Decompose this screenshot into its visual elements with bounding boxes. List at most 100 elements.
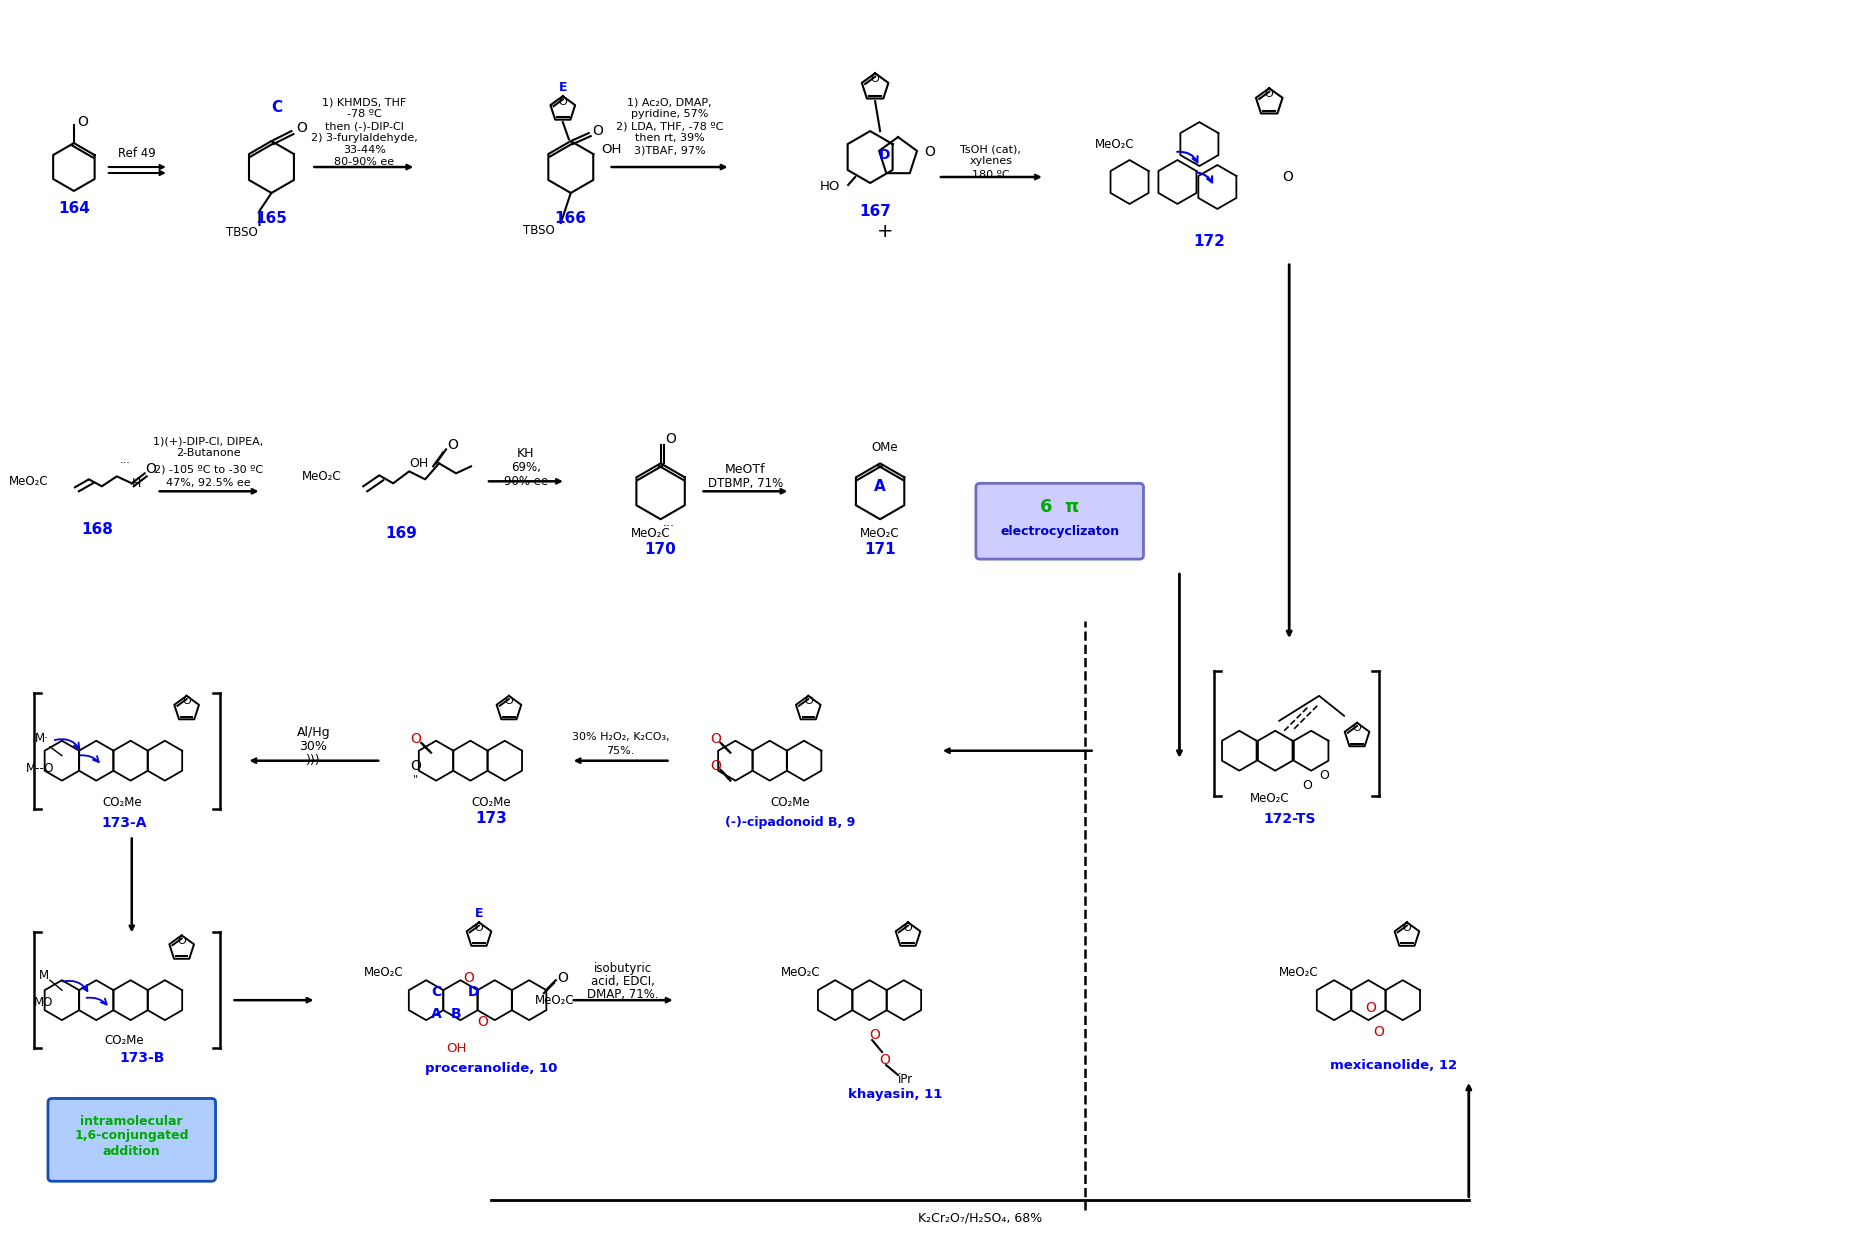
Text: OMe: OMe xyxy=(872,440,898,454)
Text: O: O xyxy=(903,923,913,933)
Text: 75%.: 75%. xyxy=(607,746,635,756)
Text: -78 ºC: -78 ºC xyxy=(346,109,381,119)
FancyBboxPatch shape xyxy=(48,1098,215,1181)
Text: 1) Ac₂O, DMAP,: 1) Ac₂O, DMAP, xyxy=(627,98,713,108)
Text: HO: HO xyxy=(820,180,840,194)
Text: 169: 169 xyxy=(385,525,416,540)
Text: 2-Butanone: 2-Butanone xyxy=(176,448,241,458)
Text: A: A xyxy=(874,479,887,494)
Text: '': '' xyxy=(413,773,420,783)
Text: O: O xyxy=(411,758,422,773)
Text: E: E xyxy=(559,81,566,94)
Text: 170: 170 xyxy=(644,542,676,557)
Text: 2) -105 ºC to -30 ºC: 2) -105 ºC to -30 ºC xyxy=(154,464,263,474)
Text: K₂Cr₂O₇/H₂SO₄, 68%: K₂Cr₂O₇/H₂SO₄, 68% xyxy=(918,1211,1042,1225)
Text: M--O: M--O xyxy=(26,762,54,776)
Text: O: O xyxy=(1303,779,1312,792)
Text: O: O xyxy=(711,732,720,746)
Text: (-)-cipadonoid B, 9: (-)-cipadonoid B, 9 xyxy=(726,816,855,829)
Text: D: D xyxy=(879,148,890,163)
Text: O: O xyxy=(474,923,483,933)
Text: C: C xyxy=(270,100,281,115)
Text: 30% H₂O₂, K₂CO₃,: 30% H₂O₂, K₂CO₃, xyxy=(572,732,670,742)
Text: pyridine, 57%: pyridine, 57% xyxy=(631,109,709,119)
FancyBboxPatch shape xyxy=(975,483,1144,559)
Text: O: O xyxy=(665,433,676,447)
Text: 172: 172 xyxy=(1194,234,1225,249)
Text: O: O xyxy=(463,971,474,986)
Text: O: O xyxy=(144,463,155,477)
Text: isobutyric: isobutyric xyxy=(594,962,652,975)
Text: MeOTf: MeOTf xyxy=(726,463,766,475)
Text: Al/Hg: Al/Hg xyxy=(296,727,329,739)
Text: MeO₂C: MeO₂C xyxy=(861,527,900,539)
Text: O: O xyxy=(711,758,720,773)
Text: addition: addition xyxy=(104,1146,161,1158)
Text: D: D xyxy=(466,986,479,1000)
Text: OH: OH xyxy=(602,143,622,155)
Text: 90% ee: 90% ee xyxy=(503,475,548,488)
Text: acid, EDCI,: acid, EDCI, xyxy=(590,975,655,988)
Text: ))): ))) xyxy=(305,754,320,767)
Text: 167: 167 xyxy=(859,204,890,219)
Text: 30%: 30% xyxy=(300,741,328,753)
Text: MO: MO xyxy=(35,996,54,1008)
Text: ···: ··· xyxy=(663,519,674,533)
Text: O: O xyxy=(870,1028,881,1042)
Text: O: O xyxy=(478,1015,489,1030)
Text: O: O xyxy=(924,145,935,159)
Text: Ref 49: Ref 49 xyxy=(118,146,155,160)
Text: O: O xyxy=(505,697,513,707)
Text: O: O xyxy=(879,1053,890,1067)
Text: C: C xyxy=(431,986,441,1000)
Text: O: O xyxy=(559,96,566,106)
Text: MeO₂C: MeO₂C xyxy=(1279,966,1320,978)
Text: MeO₂C: MeO₂C xyxy=(781,966,820,978)
Text: khayasin, 11: khayasin, 11 xyxy=(848,1088,942,1101)
Text: CO₂Me: CO₂Me xyxy=(104,1033,144,1047)
Text: 6  π: 6 π xyxy=(1040,498,1079,517)
Text: O: O xyxy=(803,697,813,707)
Text: MeO₂C: MeO₂C xyxy=(535,993,574,1007)
Text: 168: 168 xyxy=(81,522,113,537)
Text: electrocyclizaton: electrocyclizaton xyxy=(1000,524,1120,538)
Text: 1,6-conjungated: 1,6-conjungated xyxy=(74,1130,189,1142)
Text: 164: 164 xyxy=(57,201,91,216)
Text: O: O xyxy=(557,971,568,986)
Text: CO₂Me: CO₂Me xyxy=(770,796,811,809)
Text: E: E xyxy=(474,907,483,919)
Text: MeO₂C: MeO₂C xyxy=(363,966,404,978)
Text: CO₂Me: CO₂Me xyxy=(472,796,511,809)
Text: O: O xyxy=(296,121,307,135)
Text: A: A xyxy=(431,1007,442,1021)
Text: then rt, 39%: then rt, 39% xyxy=(635,133,705,143)
Text: proceranolide, 10: proceranolide, 10 xyxy=(424,1062,557,1075)
Text: MeO₂C: MeO₂C xyxy=(9,475,48,488)
Text: 166: 166 xyxy=(555,211,587,226)
Text: iPr: iPr xyxy=(898,1073,913,1086)
Text: O: O xyxy=(411,732,422,746)
Text: MeO₂C: MeO₂C xyxy=(1249,792,1288,806)
Text: OH: OH xyxy=(409,457,429,470)
Text: 47%, 92.5% ee: 47%, 92.5% ee xyxy=(167,478,252,488)
Text: OH: OH xyxy=(446,1042,466,1055)
Text: DTBMP, 71%: DTBMP, 71% xyxy=(707,477,783,490)
Text: O: O xyxy=(870,74,879,84)
Text: 80-90% ee: 80-90% ee xyxy=(335,158,394,168)
Text: DMAP, 71%.: DMAP, 71%. xyxy=(587,988,659,1001)
Text: M: M xyxy=(39,968,48,982)
Text: O: O xyxy=(1366,1001,1377,1015)
Text: 172-TS: 172-TS xyxy=(1262,812,1316,826)
Text: 2) LDA, THF, -78 ºC: 2) LDA, THF, -78 ºC xyxy=(616,121,724,131)
Text: MeO₂C: MeO₂C xyxy=(1094,138,1135,150)
Text: 33-44%: 33-44% xyxy=(342,145,385,155)
Text: CO₂Me: CO₂Me xyxy=(102,796,141,809)
Text: 2) 3-furylaldehyde,: 2) 3-furylaldehyde, xyxy=(311,133,418,143)
Text: TsOH (cat),: TsOH (cat), xyxy=(961,144,1022,154)
Text: O: O xyxy=(181,697,191,707)
Text: 173-A: 173-A xyxy=(102,816,146,829)
Text: MeO₂C: MeO₂C xyxy=(631,527,670,539)
Text: 165: 165 xyxy=(255,211,287,226)
Text: H: H xyxy=(131,477,141,490)
Text: O: O xyxy=(1320,769,1329,782)
